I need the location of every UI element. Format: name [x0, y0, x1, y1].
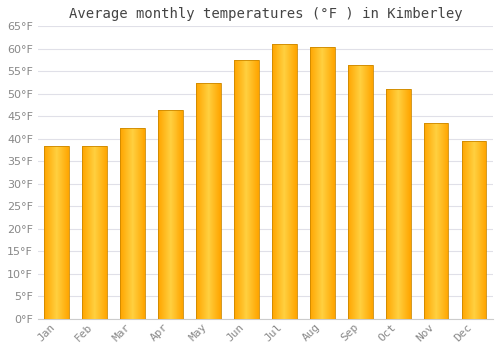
Bar: [120, 127, 145, 319]
Bar: [158, 110, 183, 319]
Bar: [462, 141, 486, 319]
Bar: [386, 89, 410, 319]
Bar: [310, 47, 334, 319]
Bar: [234, 60, 259, 319]
Bar: [424, 123, 448, 319]
Bar: [82, 146, 107, 319]
Bar: [348, 64, 372, 319]
Bar: [272, 44, 296, 319]
Bar: [196, 83, 221, 319]
Title: Average monthly temperatures (°F ) in Kimberley: Average monthly temperatures (°F ) in Ki…: [68, 7, 462, 21]
Bar: [44, 146, 69, 319]
